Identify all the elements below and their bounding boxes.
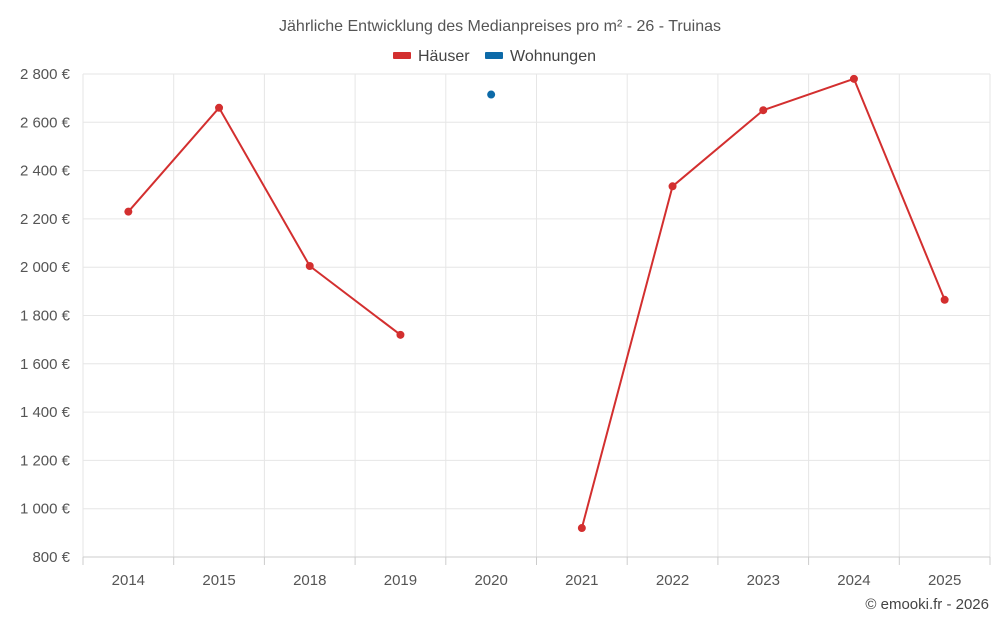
y-tick-label: 1 400 € — [20, 404, 71, 421]
y-tick-label: 1 200 € — [20, 452, 71, 469]
y-tick-label: 2 600 € — [20, 114, 71, 131]
data-point[interactable] — [759, 106, 768, 115]
y-tick-label: 2 000 € — [20, 259, 71, 276]
data-point[interactable] — [668, 182, 677, 191]
data-point[interactable] — [215, 103, 224, 112]
legend[interactable]: Häuser Wohnungen — [393, 48, 596, 65]
y-tick-label: 1 600 € — [20, 356, 71, 373]
credit-text: © emooki.fr - 2026 — [865, 596, 989, 613]
x-tick-label: 2023 — [747, 572, 780, 589]
data-point[interactable] — [849, 74, 858, 83]
series-häuser[interactable] — [124, 74, 949, 533]
data-point[interactable] — [487, 90, 496, 99]
series-layer — [124, 74, 949, 533]
x-tick-label: 2020 — [474, 572, 507, 589]
y-tick-label: 2 800 € — [20, 66, 71, 83]
grid — [82, 73, 991, 558]
legend-swatch — [485, 52, 503, 59]
x-axis: 2014 2015 2018 2019 2020 2021 2022 2023 2024 2025 — [82, 557, 991, 589]
y-tick-label: 2 200 € — [20, 211, 71, 228]
y-tick-label: 1 000 € — [20, 501, 71, 518]
x-tick-label: 2018 — [293, 572, 326, 589]
data-point[interactable] — [396, 330, 405, 339]
x-tick-label: 2021 — [565, 572, 598, 589]
legend-item-häuser[interactable]: Häuser — [393, 48, 470, 65]
data-point[interactable] — [124, 207, 133, 216]
x-tick-label: 2014 — [112, 572, 145, 589]
x-tick-label: 2019 — [384, 572, 417, 589]
x-tick-label: 2022 — [656, 572, 689, 589]
y-tick-label: 2 400 € — [20, 163, 71, 180]
y-tick-label: 1 800 € — [20, 308, 71, 325]
y-tick-label: 800 € — [32, 549, 70, 566]
y-axis: 800 € 1 000 € 1 200 € 1 400 € 1 600 € 1 800 €… — [20, 66, 71, 566]
series-wohnungen[interactable] — [487, 90, 496, 99]
x-tick-label: 2015 — [202, 572, 235, 589]
legend-item-wohnungen[interactable]: Wohnungen — [485, 48, 596, 65]
x-tick-label: 2024 — [837, 572, 870, 589]
data-point[interactable] — [940, 295, 949, 304]
legend-label: Häuser — [418, 48, 470, 65]
legend-swatch — [393, 52, 411, 59]
series-line — [127, 106, 402, 336]
data-point[interactable] — [305, 261, 314, 270]
x-tick-label: 2025 — [928, 572, 961, 589]
chart-title: Jährliche Entwicklung des Medianpreises … — [279, 18, 721, 35]
data-point[interactable] — [577, 524, 586, 533]
legend-label: Wohnungen — [510, 48, 596, 65]
